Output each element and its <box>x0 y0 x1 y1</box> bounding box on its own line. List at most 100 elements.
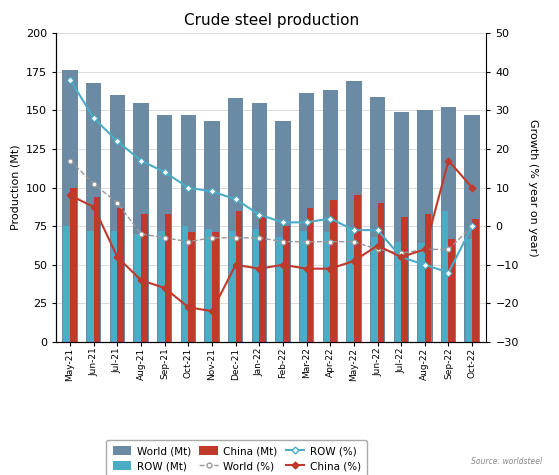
World (%) <box>350 239 357 245</box>
Bar <box>347 228 354 342</box>
Y-axis label: Growth (% year on year): Growth (% year on year) <box>528 119 538 256</box>
Bar <box>371 237 377 342</box>
Bar <box>188 232 195 342</box>
World (%) <box>233 235 239 241</box>
Bar <box>110 95 125 342</box>
China (%) <box>327 266 334 272</box>
Bar <box>299 94 314 342</box>
ROW (%) <box>185 185 192 190</box>
World (%) <box>327 239 334 245</box>
Bar <box>448 238 455 342</box>
Bar <box>330 200 337 342</box>
China (%) <box>185 304 192 310</box>
ROW (%) <box>91 115 97 121</box>
ROW (%) <box>350 227 357 233</box>
ROW (%) <box>233 196 239 202</box>
China (%) <box>398 254 405 260</box>
Bar <box>425 214 432 342</box>
Bar <box>182 226 188 342</box>
ROW (%) <box>327 216 334 221</box>
Bar <box>86 83 101 342</box>
ROW (%) <box>421 262 428 268</box>
Line: World (%): World (%) <box>68 158 475 256</box>
World (%) <box>91 181 97 187</box>
World (%) <box>469 223 476 229</box>
China (%) <box>256 266 263 272</box>
Bar <box>441 107 456 342</box>
ROW (%) <box>114 139 121 144</box>
Bar <box>401 217 408 342</box>
Bar <box>259 216 266 342</box>
China (%) <box>162 285 168 291</box>
ROW (%) <box>445 270 452 275</box>
Bar <box>395 242 401 342</box>
Bar <box>165 214 171 342</box>
Bar <box>253 229 259 342</box>
Line: China (%): China (%) <box>68 158 475 314</box>
Bar <box>323 90 338 342</box>
World (%) <box>421 247 428 252</box>
Bar <box>141 214 148 342</box>
Bar <box>229 231 236 342</box>
China (%) <box>233 262 239 268</box>
Bar <box>346 81 362 342</box>
Line: ROW (%): ROW (%) <box>68 77 475 275</box>
Bar <box>442 211 448 342</box>
Bar <box>394 112 409 342</box>
Legend: World (Mt), ROW (Mt), China (Mt), World (%), ROW (%), China (%): World (Mt), ROW (Mt), China (Mt), World … <box>106 440 367 475</box>
World (%) <box>185 239 192 245</box>
Bar <box>70 188 77 342</box>
ROW (%) <box>303 219 310 225</box>
Bar <box>324 232 330 342</box>
Bar <box>157 115 172 342</box>
ROW (%) <box>138 158 144 163</box>
Bar <box>212 232 219 342</box>
ROW (%) <box>469 223 476 229</box>
ROW (%) <box>209 189 215 194</box>
Bar <box>87 231 94 342</box>
Bar <box>276 237 283 342</box>
Bar <box>204 121 220 342</box>
China (%) <box>445 158 452 163</box>
Bar <box>354 195 361 342</box>
China (%) <box>303 266 310 272</box>
ROW (%) <box>162 170 168 175</box>
Bar <box>377 203 384 342</box>
World (%) <box>445 247 452 252</box>
World (%) <box>138 231 144 237</box>
Bar <box>134 234 141 342</box>
World (%) <box>280 239 286 245</box>
Bar <box>283 226 290 342</box>
Bar <box>64 226 70 342</box>
Bar <box>306 208 313 342</box>
World (%) <box>256 235 263 241</box>
World (%) <box>209 235 215 241</box>
Bar <box>94 197 101 342</box>
ROW (%) <box>256 212 263 218</box>
Bar <box>252 103 267 342</box>
China (%) <box>469 185 476 190</box>
Bar <box>205 229 212 342</box>
ROW (%) <box>374 227 381 233</box>
China (%) <box>67 192 73 198</box>
China (%) <box>91 204 97 210</box>
Title: Crude steel production: Crude steel production <box>183 13 359 28</box>
ROW (%) <box>398 254 405 260</box>
Bar <box>465 115 480 342</box>
China (%) <box>138 277 144 283</box>
Bar <box>228 98 243 342</box>
China (%) <box>421 247 428 252</box>
Bar <box>418 243 425 342</box>
Bar <box>158 231 165 342</box>
World (%) <box>398 250 405 256</box>
Bar <box>275 121 291 342</box>
ROW (%) <box>67 76 73 83</box>
China (%) <box>209 308 215 314</box>
Bar <box>472 218 479 342</box>
World (%) <box>114 200 121 206</box>
Y-axis label: Production (Mt): Production (Mt) <box>10 145 20 230</box>
World (%) <box>162 235 168 241</box>
China (%) <box>280 262 286 268</box>
World (%) <box>67 158 73 163</box>
World (%) <box>303 239 310 245</box>
